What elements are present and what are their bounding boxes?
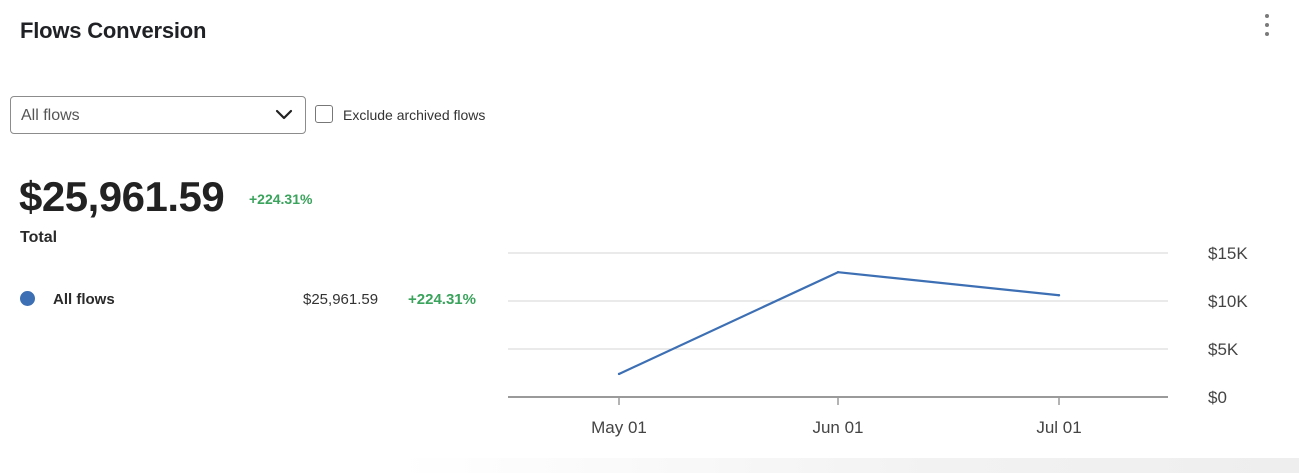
x-tick-label: May 01	[591, 418, 647, 437]
x-tick-label: Jun 01	[812, 418, 863, 437]
data-point	[1057, 294, 1061, 297]
flow-select[interactable]: All flows	[10, 96, 306, 134]
legend-color-dot	[20, 291, 35, 306]
data-point	[836, 271, 840, 274]
y-tick-label: $15K	[1208, 244, 1248, 263]
exclude-archived-label[interactable]: Exclude archived flows	[343, 107, 486, 123]
y-tick-label: $5K	[1208, 340, 1239, 359]
x-tick-label: Jul 01	[1036, 418, 1081, 437]
series-line-all-flows	[618, 271, 1060, 375]
legend-series-name: All flows	[53, 291, 115, 308]
total-label: Total	[20, 229, 58, 246]
page-title: Flows Conversion	[20, 18, 207, 43]
more-vertical-icon[interactable]	[1259, 12, 1275, 38]
y-tick-label: $10K	[1208, 292, 1248, 311]
total-change-badge: +224.31%	[249, 191, 313, 207]
y-tick-label: $0	[1208, 388, 1227, 407]
chevron-down-icon	[275, 109, 293, 120]
data-point	[617, 372, 621, 376]
total-value: $25,961.59	[19, 173, 225, 220]
flow-select-value: All flows	[21, 107, 80, 124]
exclude-archived-checkbox[interactable]	[315, 105, 333, 123]
legend-series-value: $25,961.59	[303, 291, 379, 308]
legend-series-change: +224.31%	[408, 291, 476, 308]
bottom-fade	[400, 458, 1299, 473]
